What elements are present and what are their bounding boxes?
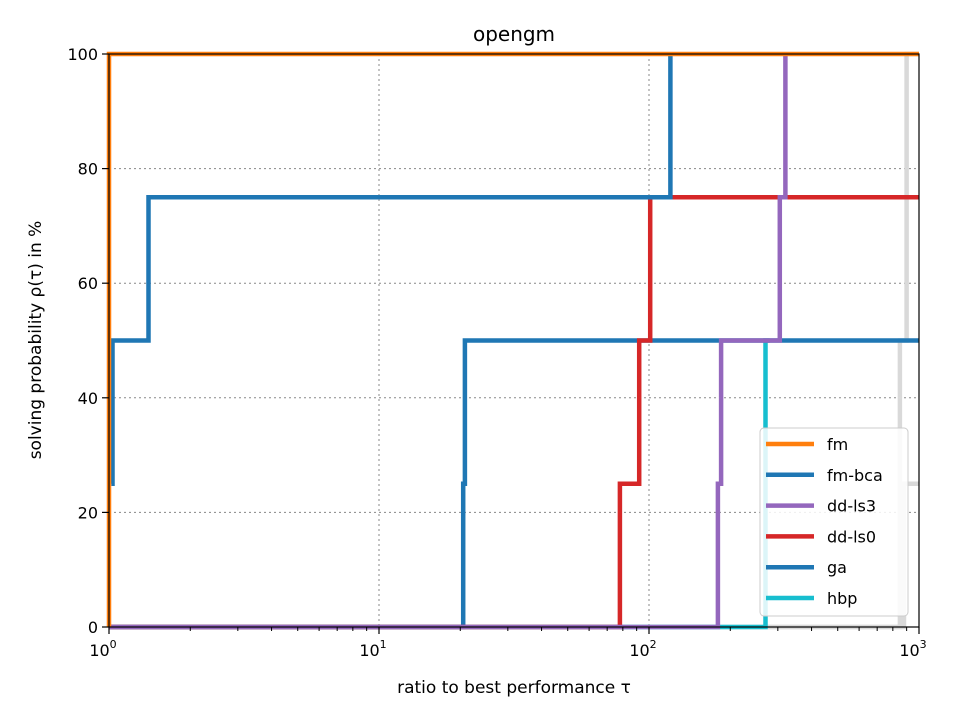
legend-label: fm-bca xyxy=(827,466,883,485)
y-axis-label: solving probability ρ(τ) in % xyxy=(26,221,46,460)
y-tick-label: 40 xyxy=(78,389,98,408)
series-line-dd-ls0 xyxy=(109,195,919,630)
y-tick-label: 0 xyxy=(88,618,98,637)
series-line-dd-ls3 xyxy=(109,54,788,630)
legend-label: ga xyxy=(827,558,847,577)
chart-title: opengm xyxy=(473,22,555,46)
y-tick-label: 60 xyxy=(78,274,98,293)
legend-label: dd-ls0 xyxy=(827,527,876,546)
plot-frame xyxy=(108,53,920,628)
legend-label: fm xyxy=(827,435,848,454)
legend-label: hbp xyxy=(827,589,857,608)
y-tick-label: 100 xyxy=(67,45,98,64)
series-line-fm-bca xyxy=(110,54,673,487)
x-axis-label: ratio to best performance τ xyxy=(397,678,631,698)
y-tick-label: 20 xyxy=(78,503,98,522)
legend-box xyxy=(759,427,909,617)
legend-label: dd-ls3 xyxy=(827,497,876,516)
legend: fm fm-bca dd-ls3 dd-ls0 ga hbp xyxy=(759,427,909,617)
y-tick-label: 80 xyxy=(78,160,98,179)
